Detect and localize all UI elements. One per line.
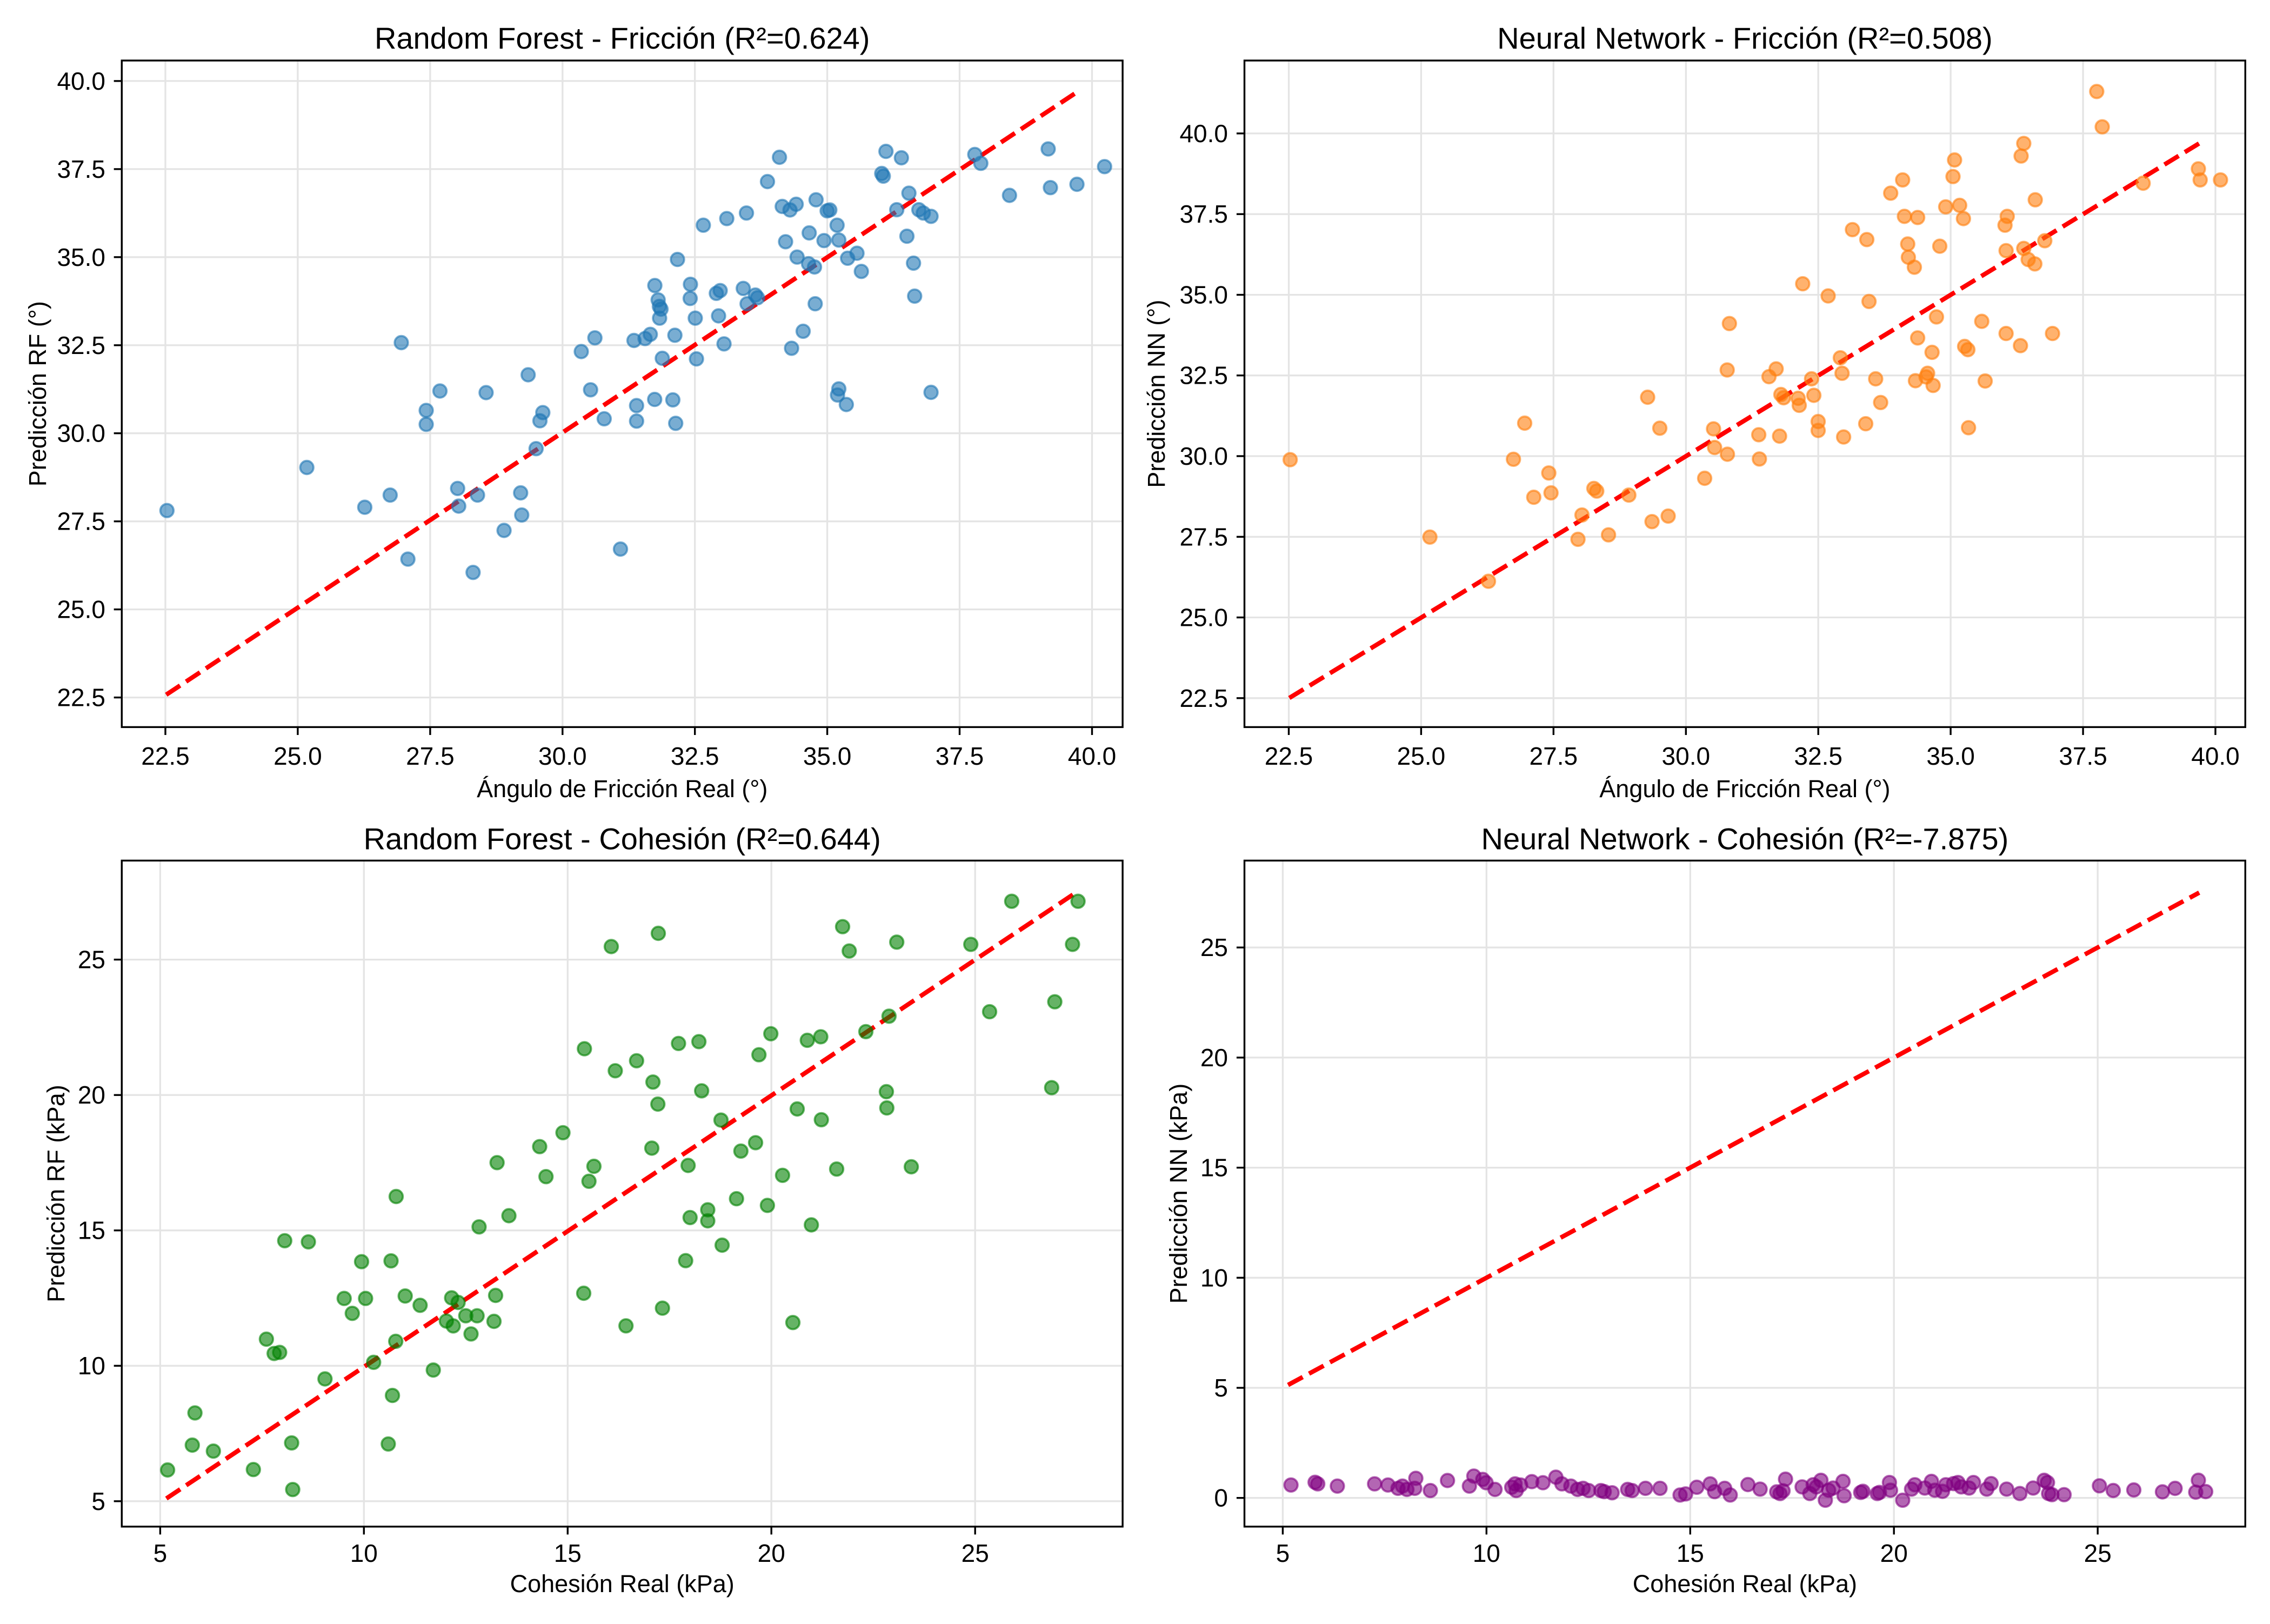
svg-text:22.5: 22.5 bbox=[1265, 742, 1313, 770]
svg-text:32.5: 32.5 bbox=[1794, 742, 1842, 770]
svg-text:25.0: 25.0 bbox=[57, 596, 105, 624]
svg-text:30.0: 30.0 bbox=[1179, 442, 1228, 470]
svg-text:20: 20 bbox=[78, 1081, 105, 1109]
svg-text:32.5: 32.5 bbox=[671, 742, 719, 770]
svg-text:30.0: 30.0 bbox=[57, 419, 105, 447]
svg-text:Random Forest - Fricción (R²=0: Random Forest - Fricción (R²=0.624) bbox=[375, 21, 870, 55]
svg-text:22.5: 22.5 bbox=[57, 684, 105, 712]
svg-text:37.5: 37.5 bbox=[2059, 742, 2107, 770]
svg-text:10: 10 bbox=[1200, 1264, 1228, 1292]
svg-text:22.5: 22.5 bbox=[1179, 684, 1228, 712]
svg-text:40.0: 40.0 bbox=[1179, 119, 1228, 148]
svg-text:Cohesión Real (kPa): Cohesión Real (kPa) bbox=[510, 1570, 735, 1598]
svg-text:25: 25 bbox=[962, 1539, 989, 1567]
svg-text:27.5: 27.5 bbox=[406, 742, 455, 770]
svg-text:Ángulo de Fricción Real (°): Ángulo de Fricción Real (°) bbox=[1599, 775, 1890, 803]
svg-text:25.0: 25.0 bbox=[1179, 604, 1228, 632]
svg-text:37.5: 37.5 bbox=[936, 742, 984, 770]
svg-text:25: 25 bbox=[1200, 933, 1228, 961]
svg-text:30.0: 30.0 bbox=[538, 742, 587, 770]
svg-text:27.5: 27.5 bbox=[57, 507, 105, 536]
svg-text:27.5: 27.5 bbox=[1530, 742, 1578, 770]
svg-text:15: 15 bbox=[1200, 1154, 1228, 1182]
svg-text:40.0: 40.0 bbox=[57, 67, 105, 95]
svg-text:35.0: 35.0 bbox=[803, 742, 852, 770]
svg-text:25: 25 bbox=[2084, 1539, 2112, 1567]
svg-text:35.0: 35.0 bbox=[1926, 742, 1975, 770]
svg-text:Neural Network - Fricción (R²=: Neural Network - Fricción (R²=0.508) bbox=[1497, 21, 1992, 55]
svg-text:Predicción NN (kPa): Predicción NN (kPa) bbox=[1165, 1084, 1192, 1304]
svg-text:40.0: 40.0 bbox=[2191, 742, 2240, 770]
svg-text:25.0: 25.0 bbox=[273, 742, 322, 770]
svg-text:25: 25 bbox=[78, 946, 105, 974]
svg-text:20: 20 bbox=[1880, 1539, 1908, 1567]
svg-text:5: 5 bbox=[1276, 1539, 1290, 1567]
svg-text:35.0: 35.0 bbox=[1179, 281, 1228, 309]
svg-text:10: 10 bbox=[78, 1352, 105, 1380]
svg-text:5: 5 bbox=[91, 1487, 105, 1515]
svg-text:10: 10 bbox=[350, 1539, 378, 1567]
svg-text:20: 20 bbox=[1200, 1044, 1228, 1072]
svg-text:32.5: 32.5 bbox=[57, 331, 105, 359]
svg-text:25.0: 25.0 bbox=[1397, 742, 1446, 770]
svg-text:15: 15 bbox=[1677, 1539, 1704, 1567]
svg-text:Predicción RF (°): Predicción RF (°) bbox=[24, 301, 51, 486]
svg-text:37.5: 37.5 bbox=[57, 155, 105, 183]
svg-text:Ángulo de Fricción Real (°): Ángulo de Fricción Real (°) bbox=[477, 775, 767, 803]
svg-text:Predicción RF (kPa): Predicción RF (kPa) bbox=[42, 1085, 70, 1302]
svg-text:0: 0 bbox=[1214, 1484, 1228, 1512]
svg-text:22.5: 22.5 bbox=[141, 742, 190, 770]
svg-text:20: 20 bbox=[758, 1539, 785, 1567]
svg-text:32.5: 32.5 bbox=[1179, 362, 1228, 390]
svg-text:30.0: 30.0 bbox=[1662, 742, 1711, 770]
svg-text:27.5: 27.5 bbox=[1179, 523, 1228, 551]
svg-text:35.0: 35.0 bbox=[57, 243, 105, 271]
svg-text:5: 5 bbox=[1214, 1374, 1228, 1402]
svg-text:40.0: 40.0 bbox=[1068, 742, 1117, 770]
svg-text:Neural Network - Cohesión (R²=: Neural Network - Cohesión (R²=-7.875) bbox=[1481, 821, 2009, 856]
svg-text:Predicción NN (°): Predicción NN (°) bbox=[1143, 300, 1170, 488]
svg-text:10: 10 bbox=[1473, 1539, 1500, 1567]
svg-text:Random Forest - Cohesión (R²=0: Random Forest - Cohesión (R²=0.644) bbox=[364, 821, 881, 856]
svg-text:5: 5 bbox=[153, 1539, 168, 1567]
svg-text:15: 15 bbox=[554, 1539, 582, 1567]
svg-text:15: 15 bbox=[78, 1217, 105, 1245]
svg-text:Cohesión Real (kPa): Cohesión Real (kPa) bbox=[1633, 1570, 1857, 1598]
svg-text:37.5: 37.5 bbox=[1179, 200, 1228, 228]
